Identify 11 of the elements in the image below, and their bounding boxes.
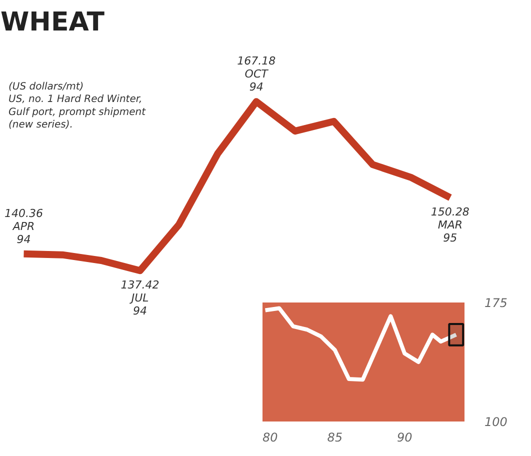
x-tick-label: 90 [396,430,413,444]
data-label: 137.42 JUL 94 [120,278,160,318]
annotation: (US dollars/mt) US, no. 1 Hard Red Winter, Gulf port, prompt shipment (new series). [8,82,147,130]
x-tick-label: 85 [327,430,343,444]
data-label: 140.36 APR 94 [4,206,44,246]
x-tick-label: 80 [262,430,278,444]
y-tick-label: 175 [484,296,508,310]
y-tick-label: 100 [484,415,508,429]
data-label: 150.28 MAR 95 [430,206,470,245]
chart-title: WHEAT [0,8,105,38]
data-label: 167.18 OCT 94 [237,54,276,94]
